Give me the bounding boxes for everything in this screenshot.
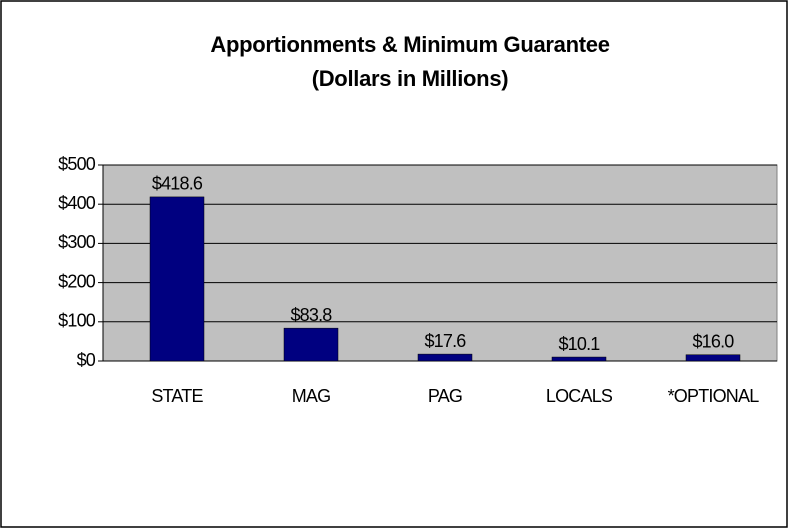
chart-title: Apportionments & Minimum Guarantee xyxy=(210,32,609,57)
bar xyxy=(551,356,607,362)
x-tick-label: MAG xyxy=(292,386,331,406)
x-tick-label: PAG xyxy=(428,386,462,406)
bar xyxy=(685,354,741,362)
value-label: $83.8 xyxy=(290,305,332,325)
value-label: $10.1 xyxy=(558,334,600,354)
y-tick-label: $200 xyxy=(58,271,96,291)
y-tick-label: $500 xyxy=(58,154,96,174)
y-tick-label: $0 xyxy=(77,350,96,370)
y-tick-label: $300 xyxy=(58,232,96,252)
bar xyxy=(417,353,473,362)
chart-subtitle: (Dollars in Millions) xyxy=(312,66,509,91)
value-label: $17.6 xyxy=(424,331,466,351)
x-tick-label: *OPTIONAL xyxy=(668,386,760,406)
bar xyxy=(149,196,205,362)
y-tick-label: $400 xyxy=(58,193,96,213)
bar xyxy=(283,327,339,362)
value-label: $16.0 xyxy=(692,331,734,351)
plot-area xyxy=(102,164,778,362)
y-tick-label: $100 xyxy=(58,311,96,331)
x-tick-label: LOCALS xyxy=(546,386,613,406)
value-label: $418.6 xyxy=(152,174,203,194)
x-tick-label: STATE xyxy=(151,386,203,406)
